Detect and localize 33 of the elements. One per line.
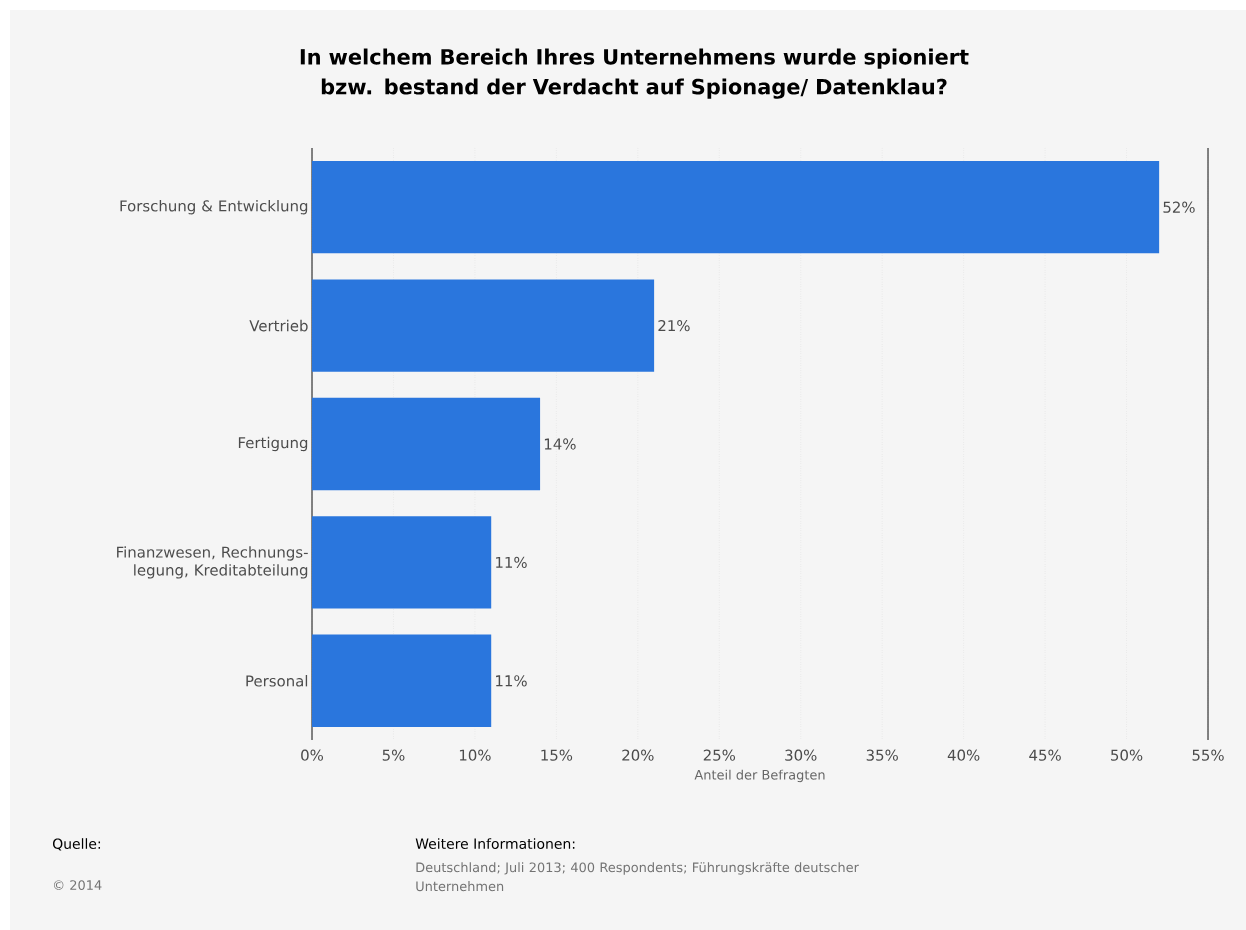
y-tick-label: Forschung & Entwicklung — [120, 199, 308, 215]
data-label: 52% — [1163, 201, 1195, 213]
x-tick-label: 35% — [866, 749, 898, 761]
text: © 2014 — [54, 880, 102, 890]
data-label: 11% — [496, 675, 527, 687]
y-tick-label: Finanzwesen, Rechnungs-legung, Kreditabteilung — [117, 546, 308, 579]
source-note: Quelle: — [52, 838, 101, 851]
x-tick-label: 20% — [622, 749, 654, 761]
bar — [312, 634, 492, 727]
x-tick-label: 15% — [541, 749, 573, 761]
bar — [312, 279, 655, 372]
x-tick-label: 55% — [1192, 749, 1224, 761]
data-label: 11% — [496, 556, 527, 569]
x-tick-label: 10% — [459, 749, 491, 761]
chart-title: In welchem Bereich Ihres Unternehmens wurde spioniert bzw. bestand der Verdacht auf Spionage/ Datenklau? — [300, 48, 969, 99]
x-tick-label: 0% — [301, 749, 324, 761]
x-tick-label: 5% — [382, 749, 405, 761]
x-tick-label: 40% — [947, 749, 980, 761]
y-tick-label: Vertrieb — [249, 319, 308, 332]
data-label: 21% — [658, 319, 690, 332]
x-axis-title: Anteil der Befragten — [694, 769, 825, 783]
bar — [312, 516, 492, 609]
y-tick-label: Fertigung — [238, 436, 308, 452]
bar — [312, 397, 541, 491]
x-tick-label: 45% — [1029, 749, 1061, 761]
x-tick-label: 50% — [1111, 749, 1143, 761]
x-tick-label: 25% — [703, 749, 736, 761]
x-tick-label: 30% — [785, 749, 817, 761]
text: Weitere Informationen: — [415, 838, 575, 849]
data-label: 14% — [544, 438, 576, 450]
bar — [312, 161, 1160, 254]
text: Deutschland; Juli 2013; 400 Respondents; Führungskräfte deutscher Unternehmen — [416, 862, 859, 892]
y-tick-label: Personal — [246, 675, 308, 687]
